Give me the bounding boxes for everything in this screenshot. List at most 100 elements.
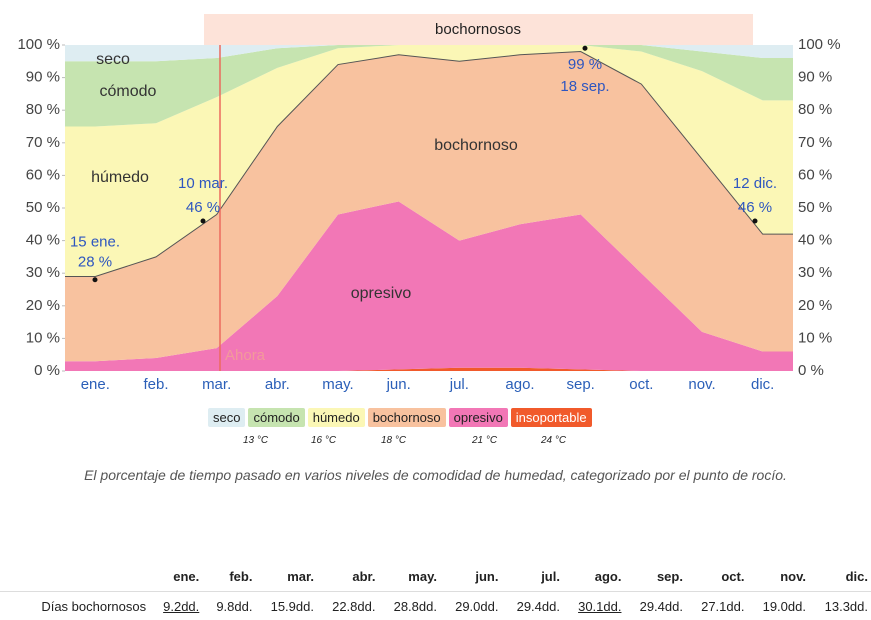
header-cell: nov. bbox=[744, 562, 806, 592]
legend-item: insoportable bbox=[510, 408, 592, 427]
annotation-point bbox=[752, 218, 758, 224]
header-cell: jul. bbox=[498, 562, 560, 592]
x-tick-label: may. bbox=[322, 376, 353, 393]
y-tick-label-right: 80 % bbox=[798, 101, 832, 118]
y-tick-label-right: 40 % bbox=[798, 232, 832, 249]
now-label: Ahora bbox=[225, 347, 266, 364]
x-tick-label: mar. bbox=[202, 376, 231, 393]
area-label: bochornoso bbox=[434, 137, 518, 154]
cell: 29.4dd. bbox=[639, 599, 683, 614]
legend-threshold: 24 °C bbox=[541, 435, 567, 446]
annotation-value: 28 % bbox=[78, 254, 112, 271]
header-cell: mar. bbox=[252, 562, 314, 592]
cell: 15.9dd. bbox=[270, 599, 314, 614]
area bbox=[65, 45, 793, 62]
legend-threshold: 16 °C bbox=[311, 435, 337, 446]
annotation-point bbox=[92, 277, 98, 283]
cell: 29.0dd. bbox=[455, 599, 499, 614]
legend-threshold: 18 °C bbox=[381, 435, 407, 446]
area bbox=[65, 45, 793, 127]
x-tick-label: oct. bbox=[629, 376, 653, 393]
x-tick-label: jun. bbox=[386, 376, 411, 393]
y-tick-label-right: 50 % bbox=[798, 199, 832, 216]
area-label: cómodo bbox=[100, 83, 157, 100]
legend-item: bochornoso bbox=[367, 408, 446, 427]
y-tick-label: 90 % bbox=[26, 69, 60, 86]
caption: El porcentaje de tiempo pasado en varios… bbox=[84, 467, 787, 483]
x-tick-label: sep. bbox=[566, 376, 594, 393]
band-label: bochornosos bbox=[435, 21, 521, 38]
area-label: seco bbox=[96, 51, 130, 68]
x-tick-label: dic. bbox=[751, 376, 774, 393]
y-tick-label: 10 % bbox=[26, 329, 60, 346]
header-cell: ago. bbox=[559, 562, 622, 592]
muggy-band bbox=[204, 14, 753, 45]
legend-item: opresivo bbox=[448, 408, 508, 427]
cell: 27.1dd. bbox=[701, 599, 745, 614]
x-tick-label: ago. bbox=[505, 376, 534, 393]
annotation-point bbox=[200, 218, 206, 224]
cell: 22.8dd. bbox=[332, 599, 376, 614]
header-cell bbox=[0, 562, 147, 592]
area bbox=[65, 45, 793, 277]
x-tick-label: jul. bbox=[449, 376, 469, 393]
table: ene. feb. mar. abr. may. jun. jul. ago. sep. oct.… bbox=[0, 562, 871, 620]
cell: 29.4dd. bbox=[516, 599, 560, 614]
y-tick-label-right: 60 % bbox=[798, 166, 832, 183]
annotation-value: 46 % bbox=[738, 199, 772, 216]
area-label: húmedo bbox=[91, 169, 149, 186]
table-row: Días bochornosos 9.2dd. 9.8dd. 15.9dd. 22.8d… bbox=[0, 592, 871, 620]
y-tick-label: 40 % bbox=[26, 232, 60, 249]
table-header: ene. feb. mar. abr. may. jun. jul. ago. sep. oct.… bbox=[0, 562, 871, 592]
y-tick-label-right: 10 % bbox=[798, 329, 832, 346]
cell: 13.3dd. bbox=[824, 599, 868, 614]
chart: bochornosos Ahora 0 % 0 % 10 % 10 % 20 % 20 % 30… bbox=[17, 14, 841, 393]
annotation-date: 10 mar. bbox=[178, 175, 228, 192]
y-tick-label-right: 70 % bbox=[798, 134, 832, 151]
y-tick-label: 30 % bbox=[26, 264, 60, 281]
legend-threshold: 13 °C bbox=[243, 435, 269, 446]
x-tick-label: feb. bbox=[143, 376, 168, 393]
y-tick-label-right: 20 % bbox=[798, 297, 832, 314]
annotation-date: 12 dic. bbox=[733, 175, 777, 192]
legend-item: húmedo bbox=[307, 408, 365, 427]
cell: 19.0dd. bbox=[762, 599, 806, 614]
area bbox=[65, 51, 793, 362]
annotation-value: 46 % bbox=[186, 199, 220, 216]
area-label: opresivo bbox=[351, 285, 412, 302]
y-tick-label: 60 % bbox=[26, 166, 60, 183]
x-tick-label: abr. bbox=[265, 376, 290, 393]
annotation-date: 18 sep. bbox=[560, 78, 609, 95]
cell: Días bochornosos bbox=[41, 599, 147, 614]
annotation-date: 15 ene. bbox=[70, 234, 120, 251]
header-cell: abr. bbox=[313, 562, 376, 592]
area bbox=[65, 201, 793, 371]
legend-item: cómodo bbox=[248, 408, 305, 427]
header-cell: dic. bbox=[805, 562, 871, 592]
y-tick-label: 80 % bbox=[26, 101, 60, 118]
header-cell: may. bbox=[375, 562, 437, 592]
y-tick-label-right: 30 % bbox=[798, 264, 832, 281]
cell: 9.2dd. bbox=[163, 599, 200, 614]
y-tick-label-right: 90 % bbox=[798, 69, 832, 86]
header-cell: feb. bbox=[199, 562, 253, 592]
header-cell: jun. bbox=[436, 562, 499, 592]
legend-item: seco bbox=[208, 408, 246, 427]
y-tick-label-right: 0 % bbox=[798, 362, 824, 379]
y-tick-label-right: 100 % bbox=[798, 36, 841, 53]
y-tick-label: 100 % bbox=[17, 36, 60, 53]
header-cell: sep. bbox=[621, 562, 683, 592]
y-tick-label: 70 % bbox=[26, 134, 60, 151]
header-cell: oct. bbox=[682, 562, 745, 592]
y-tick-label: 0 % bbox=[34, 362, 60, 379]
y-tick-label: 20 % bbox=[26, 297, 60, 314]
cell: 30.1dd. bbox=[578, 599, 622, 614]
cell: 9.8dd. bbox=[216, 599, 253, 614]
legend: seco cómodo húmedo bochornoso opresivo insopo… bbox=[208, 408, 592, 427]
legend-threshold: 21 °C bbox=[472, 435, 498, 446]
boundary-line bbox=[65, 51, 793, 277]
cell: 28.8dd. bbox=[393, 599, 437, 614]
y-tick-label: 50 % bbox=[26, 199, 60, 216]
header-cell: ene. bbox=[146, 562, 200, 592]
